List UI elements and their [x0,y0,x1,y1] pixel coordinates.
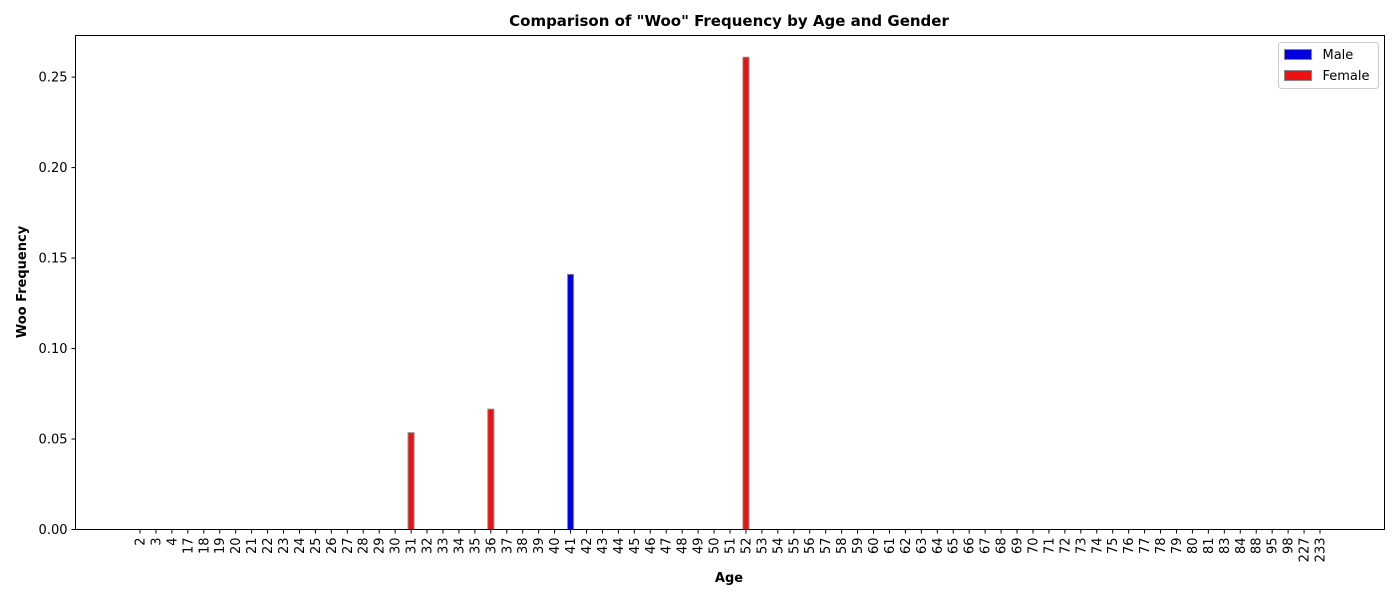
y-tick-label: 0.20 [39,161,68,176]
x-tick-label: 47 [660,538,675,555]
x-tick-label: 23 [277,538,292,555]
x-tick-label: 80 [1186,538,1201,555]
x-tick-label: 42 [580,538,595,555]
x-tick-label: 35 [468,538,483,555]
legend: Male Female [1278,42,1379,89]
x-tick-label: 4 [165,538,180,546]
x-tick-label: 29 [373,538,388,555]
x-tick-label: 65 [947,538,962,555]
x-tick-label: 73 [1074,538,1089,555]
x-tick-label: 32 [421,538,436,555]
x-tick-label: 34 [452,538,467,555]
x-tick-label: 48 [676,538,691,555]
x-tick-label: 36 [484,538,499,555]
x-tick-label: 57 [819,538,834,555]
legend-label-female: Female [1323,69,1370,84]
x-ticks-layer: 2 3 4 17 18 19 20 21 22 23 24 25 26 27 28 29 30 31 32 33 34 3… [134,529,1329,563]
x-tick-label: 21 [245,538,260,555]
x-tick-label: 45 [628,538,643,555]
y-tick-label: 0.25 [39,71,68,86]
y-tick-label: 0.05 [39,433,68,448]
x-tick-label: 62 [899,538,914,555]
x-tick-label: 79 [1170,538,1185,555]
x-tick-label: 58 [835,538,850,555]
x-tick-label: 68 [995,538,1010,555]
x-tick-label: 54 [771,538,786,555]
x-tick-label: 78 [1154,538,1169,555]
bar-female-36 [487,408,495,530]
x-tick-label: 84 [1234,538,1249,555]
x-tick-label: 55 [787,538,802,555]
x-tick-label: 22 [261,538,276,555]
legend-label-male: Male [1323,48,1354,63]
x-tick-label: 30 [389,538,404,555]
x-tick-label: 3 [149,538,164,546]
x-tick-label: 19 [213,538,228,555]
x-tick-label: 75 [1106,538,1121,555]
x-tick-label: 38 [516,538,531,555]
x-tick-label: 2 [134,538,149,546]
x-tick-label: 98 [1282,538,1297,555]
x-tick-label: 41 [564,538,579,555]
x-tick-label: 64 [931,538,946,555]
x-tick-label: 18 [197,538,212,555]
y-tick-label: 0.10 [39,342,68,357]
x-tick-label: 233 [1314,538,1329,563]
x-tick-label: 51 [724,538,739,555]
x-tick-label: 37 [500,538,515,555]
x-tick-label: 27 [341,538,356,555]
x-tick-label: 67 [979,538,994,555]
x-tick-label: 56 [803,538,818,555]
x-tick-label: 95 [1266,538,1281,555]
y-tick-label: 0.15 [39,252,68,267]
x-tick-label: 66 [963,538,978,555]
x-tick-label: 46 [644,538,659,555]
x-tick-label: 88 [1250,538,1265,555]
legend-swatch-male [1284,49,1312,60]
x-tick-label: 49 [692,538,707,555]
bars-layer [407,56,750,531]
x-tick-label: 33 [436,538,451,555]
x-tick-label: 53 [755,538,770,555]
legend-swatch-female [1284,70,1312,81]
plot-frame [75,35,1385,530]
x-tick-label: 83 [1218,538,1233,555]
x-tick-label: 17 [181,538,196,555]
x-tick-label: 31 [405,538,420,555]
x-tick-label: 28 [357,538,372,555]
x-tick-label: 63 [915,538,930,555]
x-tick-label: 52 [739,538,754,555]
x-tick-label: 61 [883,538,898,555]
x-tick-label: 71 [1042,538,1057,555]
x-axis-label: Age [715,571,743,586]
bar-male-41 [567,273,575,530]
x-tick-label: 74 [1090,538,1105,555]
x-tick-label: 24 [293,538,308,555]
x-tick-label: 40 [548,538,563,555]
x-tick-label: 39 [532,538,547,555]
x-tick-label: 43 [596,538,611,555]
x-tick-label: 227 [1298,538,1313,563]
x-tick-label: 50 [708,538,723,555]
y-tick-label: 0.00 [39,523,68,538]
x-tick-label: 25 [309,538,324,555]
x-tick-label: 44 [612,538,627,555]
x-tick-label: 77 [1138,538,1153,555]
bar-female-31 [407,432,415,531]
y-ticks-layer: 0.00 0.05 0.10 0.15 0.20 0.25 [39,71,76,538]
x-tick-label: 70 [1026,538,1041,555]
x-tick-label: 20 [229,538,244,555]
chart-title: Comparison of "Woo" Frequency by Age and… [509,12,949,30]
x-tick-label: 60 [867,538,882,555]
x-tick-label: 59 [851,538,866,555]
x-tick-label: 72 [1058,538,1073,555]
x-tick-label: 69 [1011,538,1026,555]
x-tick-label: 26 [325,538,340,555]
bar-female-52 [742,56,750,530]
x-tick-label: 76 [1122,538,1137,555]
y-axis-label: Woo Frequency [15,225,30,338]
x-tick-label: 81 [1202,538,1217,555]
